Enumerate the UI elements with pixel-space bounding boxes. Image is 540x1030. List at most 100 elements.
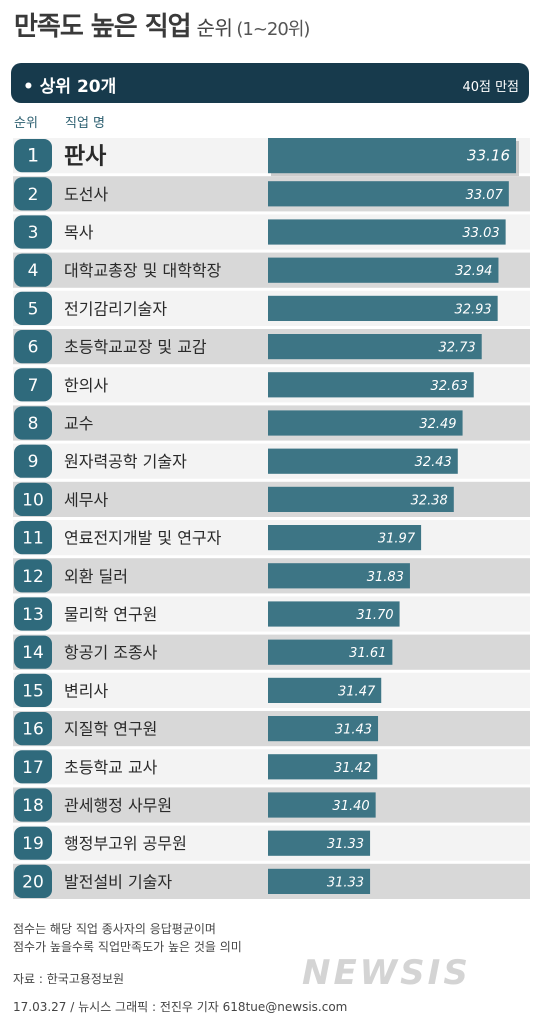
page-title: 만족도 높은 직업 순위 (1~20위) bbox=[14, 6, 310, 43]
rank-box bbox=[14, 788, 52, 822]
value-label: 32.63 bbox=[431, 379, 468, 394]
job-name-label: 행정부고위 공무원 bbox=[64, 834, 187, 853]
job-name-label: 연료전지개발 및 연구자 bbox=[64, 529, 222, 548]
rank-label: 3 bbox=[28, 223, 39, 243]
value-bar bbox=[268, 410, 463, 436]
value-bar bbox=[268, 716, 379, 742]
rank-label: 6 bbox=[28, 338, 39, 358]
value-bar bbox=[268, 601, 400, 627]
job-name-label: 발전설비 기술자 bbox=[64, 872, 172, 891]
value-label: 32.93 bbox=[454, 302, 491, 317]
value-label: 32.73 bbox=[438, 341, 475, 356]
credit-text: 17.03.27 / 뉴시스 그래픽 : 전진우 기자 618tue@newsi… bbox=[13, 1000, 348, 1014]
value-bar bbox=[268, 372, 474, 398]
value-label: 31.97 bbox=[378, 532, 416, 547]
value-bar bbox=[268, 295, 498, 321]
rank-box bbox=[14, 215, 52, 249]
value-label: 31.61 bbox=[349, 646, 386, 661]
column-headers: 순위 직업 명 bbox=[0, 112, 540, 132]
value-label: 32.94 bbox=[455, 264, 492, 279]
rank-header: 순위 bbox=[14, 116, 38, 131]
newsis-watermark: NEWSIS bbox=[302, 953, 471, 993]
rank-box bbox=[14, 177, 52, 211]
footnotes: 점수는 해당 직업 종사자의 응답평균이며 점수가 높을수록 직업만족도가 높은… bbox=[13, 920, 242, 956]
value-label: 31.70 bbox=[356, 608, 393, 623]
title-main: 만족도 높은 직업 bbox=[14, 12, 192, 42]
job-name-label: 초등학교 교사 bbox=[64, 758, 158, 777]
rank-box bbox=[14, 291, 52, 325]
value-label: 33.07 bbox=[466, 188, 504, 203]
rank-label: 9 bbox=[28, 452, 39, 472]
value-bar bbox=[268, 754, 378, 780]
value-bar bbox=[268, 792, 376, 818]
rank-label: 16 bbox=[22, 720, 44, 740]
rank-box bbox=[14, 559, 52, 593]
rank-label: 14 bbox=[22, 643, 44, 663]
job-name-label: 목사 bbox=[64, 223, 94, 242]
value-bar bbox=[268, 563, 410, 589]
value-bar bbox=[268, 181, 509, 207]
footnote-1: 점수는 해당 직업 종사자의 응답평균이며 bbox=[13, 922, 216, 936]
value-label: 32.43 bbox=[415, 455, 452, 470]
rank-label: 15 bbox=[22, 681, 44, 701]
rank-box bbox=[14, 444, 52, 478]
rank-box bbox=[14, 635, 52, 669]
rank-label: 2 bbox=[28, 185, 39, 205]
value-label: 31.42 bbox=[334, 761, 371, 776]
source-text: 자료 : 한국고용정보원 bbox=[13, 972, 125, 986]
job-name-label: 항공기 조종사 bbox=[64, 643, 158, 662]
value-label: 32.49 bbox=[419, 417, 456, 432]
value-label: 33.03 bbox=[462, 226, 499, 241]
job-header: 직업 명 bbox=[65, 116, 106, 131]
value-label: 33.16 bbox=[467, 147, 510, 165]
banner-label: • 상위 20개 bbox=[23, 77, 117, 97]
rank-box bbox=[14, 712, 52, 746]
job-name-label: 외환 딜러 bbox=[64, 567, 128, 586]
rank-label: 17 bbox=[22, 758, 44, 778]
banner-note: 40점 만점 bbox=[462, 80, 519, 95]
rank-label: 11 bbox=[22, 529, 44, 549]
rank-label: 4 bbox=[28, 261, 39, 281]
job-name-label: 도선사 bbox=[64, 185, 108, 204]
footnote-2: 점수가 높을수록 직업만족도가 높은 것을 의미 bbox=[13, 940, 242, 954]
rank-box bbox=[14, 139, 52, 173]
value-label: 31.83 bbox=[367, 570, 404, 585]
title-sub: 순위 bbox=[196, 16, 233, 40]
rank-box bbox=[14, 673, 52, 707]
job-name-label: 세무사 bbox=[64, 490, 108, 509]
value-bar bbox=[268, 525, 422, 551]
rank-label: 10 bbox=[22, 490, 44, 510]
value-bar bbox=[268, 639, 393, 665]
job-name-label: 교수 bbox=[64, 414, 93, 433]
title-range: (1~20위) bbox=[236, 19, 310, 40]
value-bar bbox=[268, 448, 458, 474]
value-bar bbox=[268, 219, 506, 245]
rank-label: 13 bbox=[22, 605, 44, 625]
value-bar bbox=[268, 677, 382, 703]
value-bar bbox=[268, 830, 371, 856]
value-label: 31.33 bbox=[327, 875, 364, 890]
rank-box bbox=[14, 482, 52, 516]
rank-box bbox=[14, 864, 52, 898]
job-name-label: 물리학 연구원 bbox=[64, 605, 157, 624]
job-name-label: 전기감리기술자 bbox=[64, 299, 167, 318]
value-label: 31.43 bbox=[335, 723, 372, 738]
job-name-label: 대학교총장 및 대학학장 bbox=[64, 261, 222, 280]
rank-label: 12 bbox=[22, 567, 44, 587]
ranking-bar-chart: 1 판사 33.16 2 도선사 33.07 3 목사 33.03 4 대학교총장 및 대학학장 32… bbox=[13, 138, 530, 899]
value-bar bbox=[268, 334, 482, 360]
section-banner: • 상위 20개 40점 만점 bbox=[11, 63, 529, 103]
job-name-label: 한의사 bbox=[64, 376, 108, 395]
value-label: 31.47 bbox=[338, 684, 376, 699]
job-name-label: 관세행정 사무원 bbox=[64, 796, 172, 815]
value-label: 32.38 bbox=[411, 493, 448, 508]
value-label: 31.33 bbox=[327, 837, 364, 852]
rank-label: 19 bbox=[22, 834, 44, 854]
job-name-label: 지질학 연구원 bbox=[64, 720, 157, 739]
value-bar bbox=[268, 257, 499, 283]
job-name-label: 원자력공학 기술자 bbox=[64, 452, 187, 471]
rank-box bbox=[14, 368, 52, 402]
rank-box bbox=[14, 826, 52, 860]
rank-label: 18 bbox=[22, 796, 44, 816]
value-bar bbox=[268, 868, 371, 894]
